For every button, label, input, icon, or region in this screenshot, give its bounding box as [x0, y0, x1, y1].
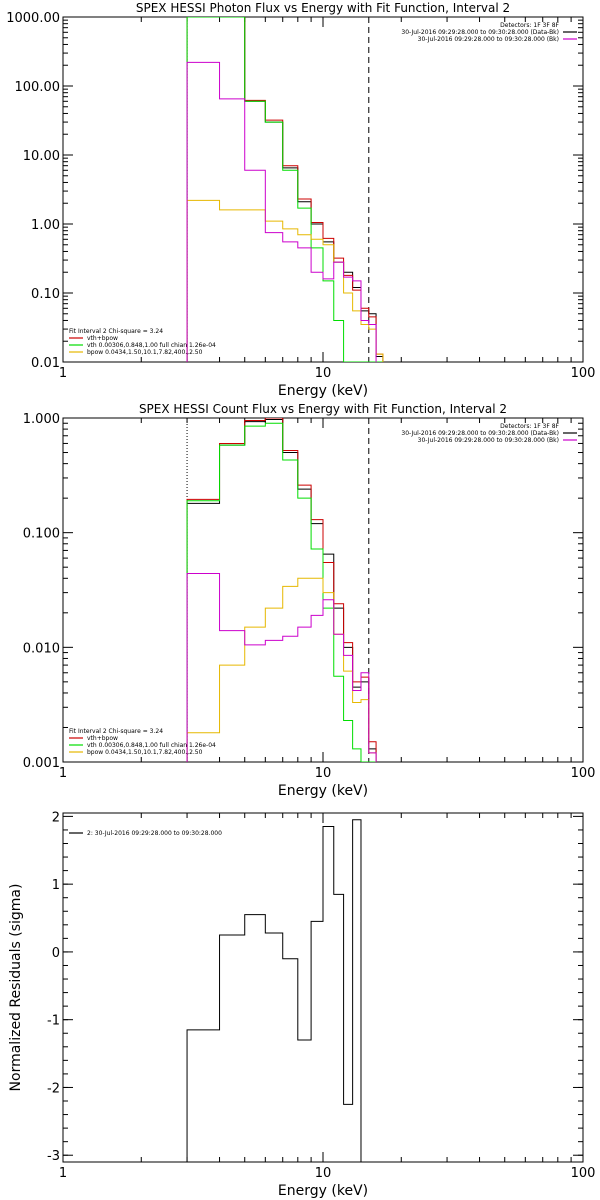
chart-title: SPEX HESSI Photon Flux vs Energy with Fi… [136, 1, 510, 15]
plot-area [186, 819, 362, 1162]
series-total [186, 418, 377, 762]
y-tick-label: 1000.00 [6, 11, 60, 26]
x-tick-label: 1 [59, 766, 67, 781]
y-tick-label: -1 [47, 1014, 60, 1029]
plot-area [186, 418, 377, 762]
legend-right-entry: 30-Jul-2016 09:29:28.000 to 09:30:28.000… [418, 437, 559, 444]
legend-left-entry: vth+bpow [87, 735, 118, 742]
x-tick-label: 10 [315, 766, 332, 781]
y-tick-label: 0.010 [23, 641, 60, 656]
x-tick-label: 10 [315, 366, 332, 381]
legend-right-entry: 30-Jul-2016 09:29:28.000 to 09:30:28.000… [418, 36, 559, 43]
x-axis-label: Energy (keV) [278, 783, 368, 799]
series-data [186, 419, 377, 762]
y-tick-label: -2 [47, 1081, 60, 1096]
legend-right-entry: 30-Jul-2016 09:29:28.000 to 09:30:28.000… [401, 430, 559, 437]
legend-left-entry: bpow 0.0434,1.50,10.1,7.82,400.,2.50 [87, 349, 203, 356]
chart-panel-2: SPEX HESSI Count Flux vs Energy with Fit… [23, 402, 596, 799]
series-bk [186, 573, 377, 762]
x-tick-label: 1 [59, 366, 67, 381]
series-data [186, 17, 384, 362]
y-tick-label: 0.100 [23, 527, 60, 542]
legend-right-entry: Detectors: 1F 3F 8F [500, 22, 559, 29]
plot-area [186, 17, 384, 362]
x-axis-label: Energy (keV) [278, 383, 368, 399]
y-tick-label: 1.00 [31, 218, 60, 233]
y-tick-label: 0 [52, 946, 60, 961]
plot-frame [62, 16, 584, 363]
x-tick-label: 100 [571, 766, 596, 781]
legend-left-entry: vth+bpow [87, 335, 118, 342]
y-tick-label: 2 [52, 810, 60, 825]
chart-title: SPEX HESSI Count Flux vs Energy with Fit… [139, 402, 507, 416]
legend-left-entry: vth 0.00306,0.848,1.00 full chian 1.26e-… [87, 342, 216, 349]
legend-left-entry: Fit Interval 2 Chi-square = 3.24 [69, 728, 163, 735]
series-bk [186, 61, 377, 362]
legend-left-entry: bpow 0.0434,1.50,10.1,7.82,400.,2.50 [87, 749, 203, 756]
legend-left-entry: vth 0.00306,0.848,1.00 full chian 1.26e-… [87, 742, 216, 749]
y-tick-label: 0.01 [31, 356, 60, 371]
y-axis-label: Normalized Residuals (sigma) [8, 884, 24, 1092]
series-resid [186, 819, 362, 1162]
legend-right-entry: 30-Jul-2016 09:29:28.000 to 09:30:28.000… [401, 29, 559, 36]
y-tick-label: 1.000 [23, 412, 60, 427]
y-tick-label: 0.10 [31, 287, 60, 302]
legend-right-entry: Detectors: 1F 3F 8F [500, 423, 559, 430]
x-tick-label: 100 [571, 366, 596, 381]
legend-left-entry: 2: 30-Jul-2016 09:29:28.000 to 09:30:28.… [87, 830, 222, 837]
chart-panel-1: SPEX HESSI Photon Flux vs Energy with Fi… [6, 1, 595, 399]
y-tick-label: 0.001 [23, 756, 60, 771]
y-tick-label: -3 [47, 1149, 60, 1164]
legend-left: Fit Interval 2 Chi-square = 3.24vth+bpow… [69, 328, 216, 356]
series-bpow [186, 199, 384, 362]
legend-left: 2: 30-Jul-2016 09:29:28.000 to 09:30:28.… [69, 830, 222, 837]
legend-left-entry: Fit Interval 2 Chi-square = 3.24 [69, 328, 163, 335]
series-vth [186, 17, 383, 362]
legend-left: Fit Interval 2 Chi-square = 3.24vth+bpow… [69, 728, 216, 756]
y-tick-label: 100.00 [15, 80, 61, 95]
x-tick-label: 100 [571, 1166, 596, 1181]
series-vth [186, 422, 377, 762]
x-tick-label: 1 [59, 1166, 67, 1181]
series-bpow [186, 577, 377, 762]
y-tick-label: 1 [52, 878, 60, 893]
axis-ticks [62, 16, 584, 363]
series-total [186, 17, 384, 362]
x-tick-label: 10 [315, 1166, 332, 1181]
x-axis-label: Energy (keV) [278, 1183, 368, 1199]
y-tick-label: 10.00 [23, 149, 60, 164]
axis-ticks [62, 813, 584, 1162]
